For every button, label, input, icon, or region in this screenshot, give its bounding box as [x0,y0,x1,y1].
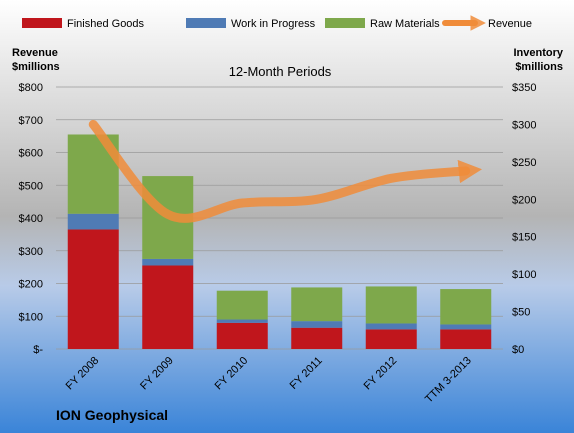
legend-label: Work in Progress [231,18,316,30]
bar-work-in-progress [216,319,268,323]
gridlines [56,86,503,350]
right-tick-label: $300 [512,119,536,131]
bar-work-in-progress [291,321,343,328]
legend-swatch [22,18,62,28]
bar-raw-materials [291,287,343,322]
bar-work-in-progress [142,258,194,266]
left-axis-title: Revenue [12,47,58,59]
right-tick-label: $100 [512,269,536,281]
legend-label: Raw Materials [370,18,440,30]
left-axis-title-unit: $millions [12,61,60,73]
left-tick-label: $700 [19,115,43,127]
legend-swatch [186,18,226,28]
left-tick-label: $- [33,344,43,356]
legend-label: Revenue [488,18,532,30]
bar-work-in-progress [365,323,417,330]
bar-finished-goods [291,327,343,349]
legend-swatch [325,18,365,28]
legend-label: Finished Goods [67,18,145,30]
left-tick-label: $500 [19,180,43,192]
left-tick-label: $100 [19,311,43,323]
right-axis-title: Inventory [513,47,563,59]
right-tick-label: $0 [512,344,524,356]
left-tick-label: $600 [19,148,43,160]
left-tick-label: $300 [19,246,43,258]
bar-raw-materials [440,289,492,325]
right-axis-title-unit: $millions [515,61,563,73]
bar-finished-goods [440,329,492,349]
axis-titles: Revenue $millions Inventory $millions [12,47,564,73]
bar-work-in-progress [67,213,119,230]
revenue-line [88,119,483,223]
left-tick-label: $800 [19,82,43,94]
chart-subtitle: 12-Month Periods [229,64,332,79]
bar-raw-materials [216,290,268,320]
right-tick-label: $350 [512,82,536,94]
bar-finished-goods [365,329,417,349]
revenue-line-layer [88,119,483,223]
bar-raw-materials [365,286,417,324]
right-tick-label: $250 [512,157,536,169]
left-tick-label: $200 [19,279,43,291]
right-tick-label: $150 [512,232,536,244]
right-tick-label: $200 [512,194,536,206]
bar-finished-goods [142,265,194,349]
bar-finished-goods [67,229,119,349]
right-tick-label: $50 [512,307,530,319]
left-axis-ticks: $- $100 $200 $300 $400 $500 $600 $700 $800 [19,82,44,356]
right-axis-ticks: $0 $50 $100 $150 $200 $250 $300 $350 [512,82,536,356]
bar-work-in-progress [440,324,492,330]
left-tick-label: $400 [19,213,43,225]
company-name: ION Geophysical [56,407,168,423]
legend: Finished Goods Work in Progress Raw Materi… [22,15,532,31]
bar-finished-goods [216,322,268,349]
